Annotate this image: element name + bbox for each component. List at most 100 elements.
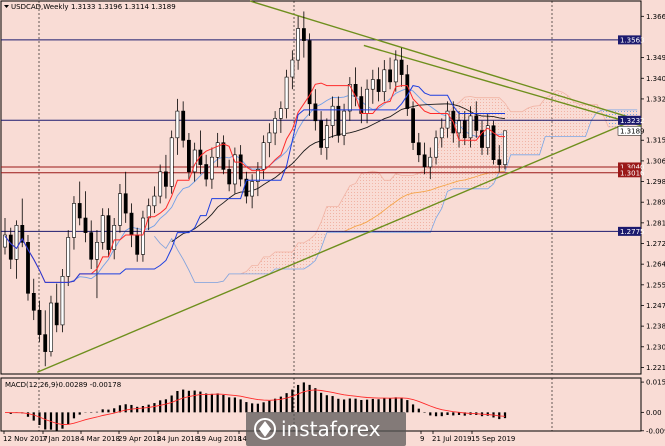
kumo-segment <box>269 252 276 274</box>
candle <box>411 101 416 150</box>
kumo-segment <box>321 206 327 249</box>
candle-body <box>411 108 416 143</box>
candle-body <box>244 178 249 197</box>
candle-body <box>405 74 410 109</box>
candle-body <box>221 142 226 170</box>
candle <box>26 235 30 301</box>
candle <box>428 147 433 180</box>
candle-body <box>434 137 439 158</box>
level-badge <box>618 35 641 45</box>
candle-body <box>347 84 352 112</box>
time-tick-label: 21 Jul 2019 <box>432 435 472 443</box>
candle <box>324 118 329 160</box>
time-tick-label: 19 Aug 2018 <box>197 435 242 443</box>
price-tick-label: 1.3490 <box>646 54 665 62</box>
candle-body <box>118 193 122 226</box>
price-tick-label: 1.2555 <box>646 281 665 289</box>
candle-body <box>422 154 427 168</box>
candle <box>210 147 214 189</box>
candle-body <box>445 110 450 129</box>
candle <box>480 120 484 155</box>
time-tick-label: 4 Mar 2018 <box>80 435 120 443</box>
kumo-segment <box>355 173 362 233</box>
candle <box>181 101 186 148</box>
price-pane[interactable] <box>0 0 642 375</box>
price-tick-label: 1.3150 <box>646 137 665 145</box>
candle-body <box>89 232 94 260</box>
watermark-bg <box>246 412 406 446</box>
level-badge <box>617 126 642 136</box>
candle-body <box>273 118 278 134</box>
price-tick-label: 1.3405 <box>646 75 665 83</box>
kumo-segment <box>516 111 523 155</box>
kumo-segment <box>298 242 304 270</box>
candle-body <box>462 120 467 139</box>
candle-body <box>284 76 289 109</box>
level-badge-label: 1.3189 <box>620 127 645 135</box>
candle <box>382 60 387 102</box>
macd-header: MACD(12,26,9) -0.00289 -0.00178 <box>5 381 121 389</box>
candle-body <box>192 149 197 173</box>
candle <box>72 196 76 250</box>
kumo-segment <box>361 172 368 233</box>
candle <box>393 50 398 92</box>
candle <box>31 278 36 321</box>
candle-body <box>204 164 209 180</box>
time-tick-label: 12 Nov 2017 <box>3 435 48 443</box>
kumo-segment <box>522 108 528 155</box>
candle <box>187 132 191 180</box>
instaforex-logo-icon <box>254 418 276 440</box>
candle <box>474 101 479 138</box>
candle <box>100 208 105 250</box>
candle-body <box>3 234 7 248</box>
candle <box>503 130 507 170</box>
candle-body <box>14 225 19 260</box>
symbol-label: USDCAD,Weekly <box>11 3 69 11</box>
time-tick-label: 29 Apr 2018 <box>118 435 161 443</box>
candle-body <box>267 132 272 143</box>
candle <box>296 16 301 70</box>
candle <box>123 171 128 223</box>
candle-body <box>26 242 30 294</box>
candle <box>399 47 404 87</box>
candle <box>422 142 427 175</box>
candle <box>83 191 88 243</box>
candle <box>319 111 324 155</box>
kumo-segment <box>372 171 379 233</box>
candle-body <box>83 217 88 233</box>
candle <box>164 154 168 199</box>
candle-body <box>399 59 404 75</box>
candle <box>60 269 65 333</box>
candle <box>278 101 283 133</box>
kumo-segment <box>545 94 551 137</box>
price-tick-label: 1.3065 <box>646 157 665 165</box>
candle-body <box>468 115 473 139</box>
candle <box>485 113 490 155</box>
candle <box>43 310 48 367</box>
candle-body <box>416 142 421 156</box>
trendline-mid <box>363 44 642 127</box>
kumo-segment <box>401 175 408 233</box>
candle-body <box>393 59 398 83</box>
candle <box>204 154 209 187</box>
candle-body <box>439 127 444 139</box>
candle-body <box>43 334 48 352</box>
candle-body <box>60 275 65 326</box>
kumo-segment <box>252 265 258 274</box>
candle-body <box>37 309 42 335</box>
candle-body <box>66 237 71 277</box>
time-tick-label: 24 Jun 2018 <box>157 435 199 443</box>
price-tick-label: 1.2725 <box>646 240 665 248</box>
kumo-segment <box>344 185 350 233</box>
time-tick-label: 15 Sep 2019 <box>471 435 515 443</box>
candle-body <box>129 212 134 236</box>
candle-body <box>198 149 203 165</box>
time-tick-label: 9 <box>420 435 424 443</box>
candle-body <box>255 169 260 182</box>
price-tick-label: 1.2895 <box>646 199 665 207</box>
level-badge <box>618 115 641 125</box>
candle-body <box>278 108 283 119</box>
ma-slow <box>343 170 506 232</box>
